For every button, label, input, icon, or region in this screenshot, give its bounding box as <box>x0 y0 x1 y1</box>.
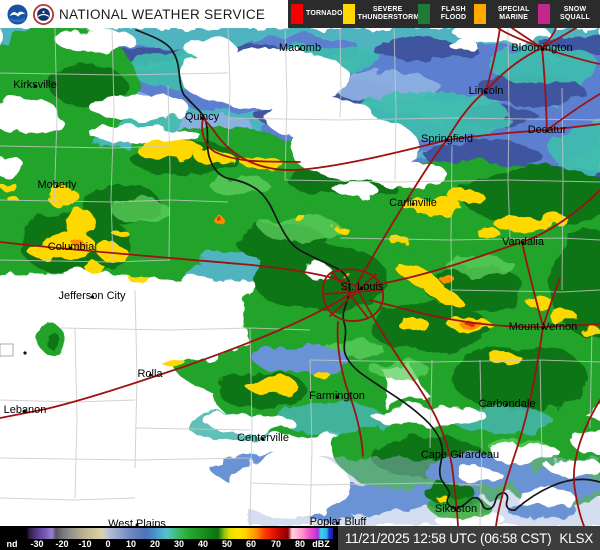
map-inset-box <box>0 343 14 357</box>
city-label: Lebanon <box>4 404 47 416</box>
warning-swatch <box>342 4 355 24</box>
app-title: NATIONAL WEATHER SERVICE <box>59 6 266 22</box>
warning-swatch <box>291 4 303 24</box>
colorbar-tick: 80 <box>294 539 306 549</box>
city-label: West Plains <box>108 518 166 526</box>
reflectivity-colorbar <box>8 528 333 539</box>
warning-label: TORNADO <box>306 9 343 17</box>
radar-station-id: KLSX <box>559 530 594 546</box>
colorbar-tick: 30 <box>173 539 185 549</box>
warning-label: FLASH FLOOD <box>440 5 467 21</box>
warning-legend-item: TORNADO <box>291 4 343 24</box>
city-name: West Plains <box>108 518 166 526</box>
warning-label: SPECIAL MARINE <box>497 5 530 21</box>
warning-label: SEVERE THUNDERSTORM <box>357 5 420 21</box>
warning-legend-item: SEVERE THUNDERSTORM <box>342 4 420 24</box>
city-label: Mount Vernon <box>509 321 578 333</box>
radar-map: Kirksville Macomb Bloomington Quincy Lin… <box>0 28 600 526</box>
city-label-layer: Kirksville Macomb Bloomington Quincy Lin… <box>0 28 600 526</box>
city-dot <box>148 373 152 377</box>
city-label: Cape Girardeau <box>421 449 499 461</box>
warning-legend-item: SPECIAL MARINE <box>474 4 538 24</box>
colorbar-tick: 10 <box>125 539 137 549</box>
city-label: Centerville <box>237 432 289 444</box>
city-dot <box>298 47 302 51</box>
city-dot <box>90 295 94 299</box>
city-label: Kirksville <box>13 79 56 91</box>
city-label: Rolla <box>137 368 162 380</box>
colorbar-ticks: nd -30 -20 -10 0 10 20 30 40 50 60 70 80 dBZ <box>0 526 340 550</box>
colorbar-tick: nd <box>6 539 18 549</box>
colorbar-tick: 50 <box>221 539 233 549</box>
city-dot <box>23 409 27 413</box>
city-dot <box>261 437 265 441</box>
city-dot <box>505 403 509 407</box>
city-label: Carbondale <box>479 398 536 410</box>
warning-legend-item: SNOW SQUALL <box>537 4 597 24</box>
colorbar-tick: -30 <box>30 539 44 549</box>
city-label: Moberly <box>37 179 76 191</box>
city-label: Decatur <box>528 124 567 136</box>
city-label: Macomb <box>279 42 321 54</box>
city-label: Sikeston <box>435 503 477 515</box>
city-label: Carlinville <box>389 197 437 209</box>
city-label: Vandalia <box>502 236 544 248</box>
city-label: St. Louis <box>341 281 384 293</box>
city-dot <box>336 521 340 525</box>
city-dot <box>541 326 545 330</box>
city-dot <box>454 508 458 512</box>
colorbar-tick: 60 <box>245 539 257 549</box>
timestamp: 11/21/2025 12:58 UTC (06:58 CST) <box>344 530 552 546</box>
nws-brand: NATIONAL WEATHER SERVICE <box>7 0 265 28</box>
warning-legend: TORNADO SEVERE THUNDERSTORM FLASH FLOOD … <box>288 0 600 28</box>
colorbar-tick: 20 <box>149 539 161 549</box>
city-dot <box>200 116 204 120</box>
city-label: Farmington <box>309 390 365 402</box>
city-label: Bloomington <box>511 42 572 54</box>
highways <box>0 28 600 526</box>
city-dot <box>335 395 339 399</box>
warning-label: SNOW SQUALL <box>559 5 590 21</box>
warning-swatch <box>537 4 550 24</box>
city-dot <box>360 286 364 290</box>
colorbar-tick: 40 <box>197 539 209 549</box>
city-dot <box>484 90 488 94</box>
city-label: Springfield <box>421 133 473 145</box>
city-label: Lincoln <box>469 85 504 97</box>
warning-legend-item: FLASH FLOOD <box>417 4 475 24</box>
colorbar-tick: -20 <box>55 539 69 549</box>
noaa-logo-icon <box>7 4 28 24</box>
city-dot <box>33 84 37 88</box>
unlabeled-town-dot <box>23 351 27 355</box>
city-label: Poplar Bluff <box>310 516 367 526</box>
warning-swatch <box>417 4 430 24</box>
city-dot <box>55 184 59 188</box>
city-dot <box>69 246 73 250</box>
city-dot <box>545 129 549 133</box>
city-dot <box>458 454 462 458</box>
colorbar-tick: dBZ <box>312 539 330 549</box>
status-bar: nd -30 -20 -10 0 10 20 30 40 50 60 70 80 dBZ 11/21/20… <box>0 526 600 550</box>
city-dot <box>445 138 449 142</box>
colorbar-tick: 70 <box>270 539 282 549</box>
header-bar: NATIONAL WEATHER SERVICE TORNADO SEVERE … <box>0 0 600 28</box>
city-dot <box>540 47 544 51</box>
nws-logo-icon <box>33 3 54 25</box>
timestamp-area: 11/21/2025 12:58 UTC (06:58 CST) KLSX <box>338 526 600 550</box>
city-label: Jefferson City <box>58 290 125 302</box>
city-label: Quincy <box>185 111 219 123</box>
colorbar-tick: -10 <box>78 539 92 549</box>
warning-swatch <box>474 4 487 24</box>
state-border-river <box>135 29 600 511</box>
city-label: Columbia <box>48 241 94 253</box>
city-dot <box>521 241 525 245</box>
city-name: Poplar Bluff <box>309 516 367 526</box>
city-dot <box>135 523 139 526</box>
city-dot <box>411 202 415 206</box>
colorbar-tick: 0 <box>105 539 111 549</box>
